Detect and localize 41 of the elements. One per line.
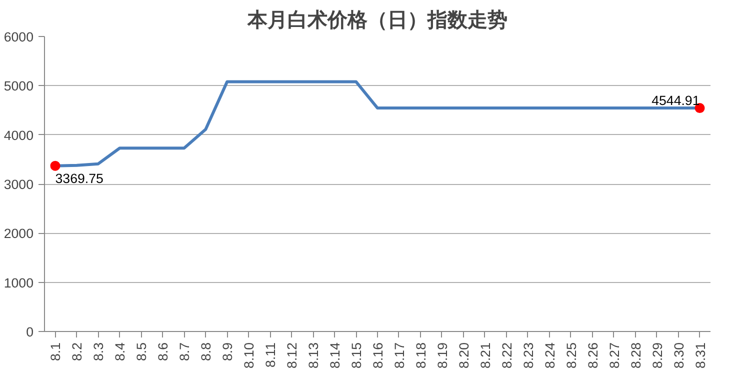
x-tick-label: 8.4	[112, 342, 128, 362]
x-tick-label: 8.12	[284, 342, 300, 368]
x-tick-label: 8.2	[70, 342, 85, 362]
y-tick-label: 3000	[4, 177, 34, 192]
x-tick-label: 8.5	[134, 342, 150, 362]
x-tick-label: 8.20	[456, 342, 472, 368]
x-tick-label: 8.22	[499, 342, 514, 368]
x-tick-label: 8.8	[198, 342, 214, 362]
y-tick-label: 6000	[4, 30, 34, 44]
x-tick-label: 8.9	[220, 342, 236, 362]
x-tick-label: 8.7	[177, 342, 192, 362]
x-tick-label: 8.30	[671, 342, 686, 368]
x-tick-label: 8.10	[242, 342, 257, 368]
data-label: 3369.75	[55, 170, 104, 186]
x-tick-label: 8.21	[478, 342, 493, 368]
x-tick-label: 8.15	[349, 342, 364, 368]
x-tick-label: 8.3	[91, 342, 106, 362]
x-tick-label: 8.27	[606, 342, 622, 368]
x-tick-label: 8.29	[650, 342, 665, 368]
x-tick-label: 8.18	[413, 342, 428, 368]
x-tick-label: 8.25	[564, 342, 579, 368]
y-tick-label: 5000	[4, 78, 34, 94]
x-tick-label: 8.1	[48, 342, 64, 362]
x-tick-label: 8.23	[520, 342, 536, 368]
x-tick-label: 8.6	[156, 342, 171, 362]
chart-title: 本月白术价格（日）指数走势	[246, 8, 508, 32]
x-tick-label: 8.24	[542, 342, 558, 368]
y-tick-label: 2000	[4, 226, 34, 242]
x-tick-label: 8.17	[392, 342, 407, 368]
x-tick-label: 8.16	[370, 342, 386, 368]
x-tick-label: 8.11	[263, 342, 278, 368]
data-label: 4544.91	[652, 93, 700, 108]
x-tick-label: 8.13	[306, 342, 322, 368]
x-tick-label: 8.31	[692, 342, 708, 368]
y-tick-label: 0	[26, 324, 34, 340]
x-tick-label: 8.19	[434, 342, 450, 368]
x-tick-label: 8.26	[585, 342, 600, 368]
y-tick-label: 4000	[4, 128, 34, 143]
x-tick-label: 8.14	[328, 342, 343, 368]
y-tick-label: 1000	[4, 275, 34, 290]
x-tick-label: 8.28	[628, 342, 644, 368]
